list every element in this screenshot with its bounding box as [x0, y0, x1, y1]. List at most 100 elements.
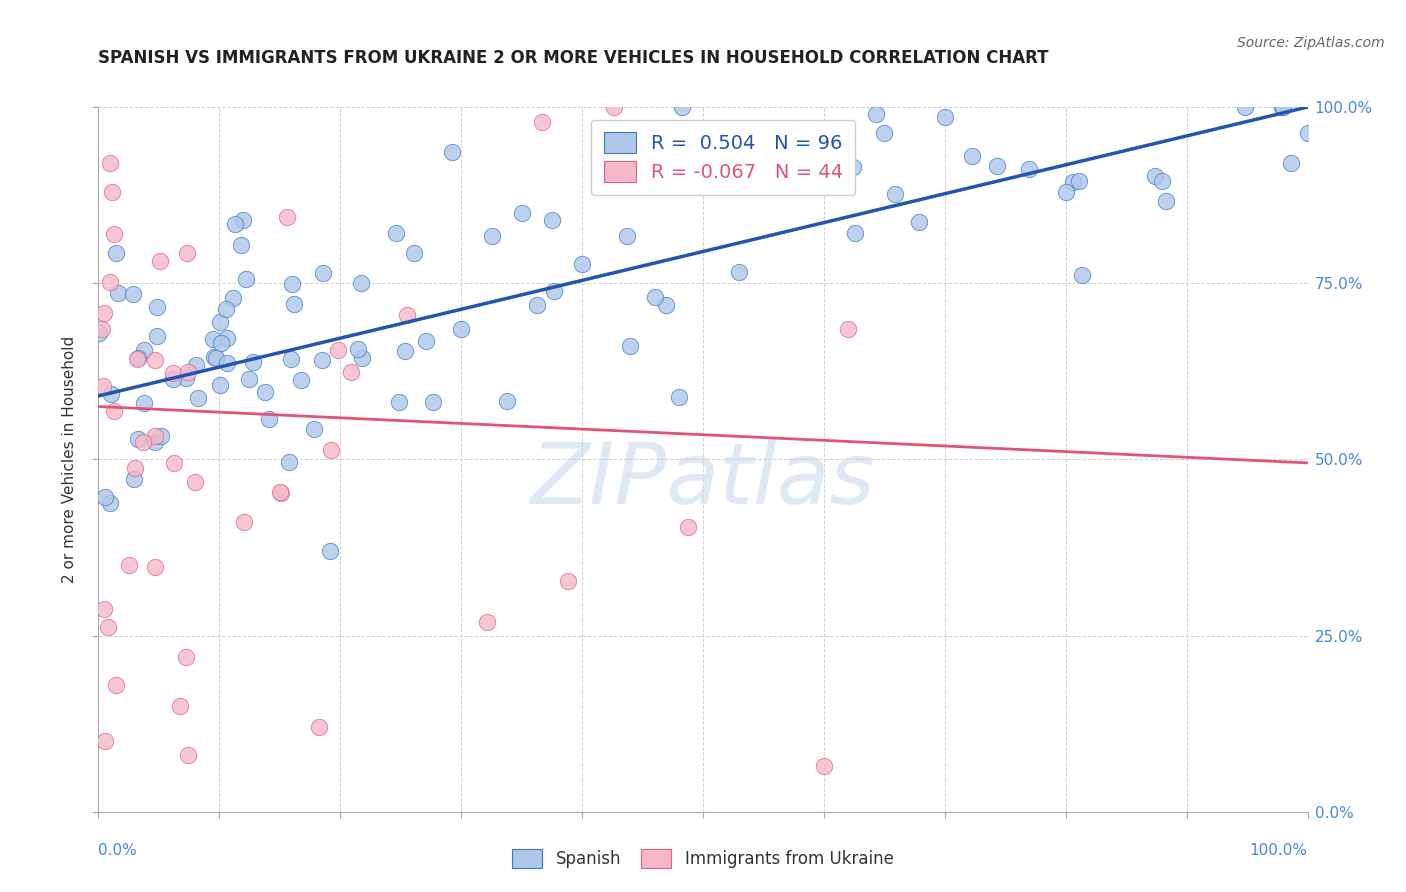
Point: [873, 126, 896, 140]
Point: [1070, 268, 1092, 283]
Point: [209, 315, 232, 329]
Point: [588, 145, 610, 160]
Legend: R =  0.504   N = 96, R = -0.067   N = 44: R = 0.504 N = 96, R = -0.067 N = 44: [591, 120, 855, 194]
Point: [415, 334, 437, 348]
Point: [302, 421, 325, 435]
Point: [232, 213, 254, 227]
Point: [865, 107, 887, 121]
Point: [655, 298, 678, 312]
Point: [124, 460, 146, 475]
Point: [217, 331, 239, 345]
Point: [103, 404, 125, 418]
Point: [101, 185, 124, 199]
Point: [883, 187, 905, 202]
Point: [422, 394, 444, 409]
Point: [143, 429, 166, 443]
Point: [184, 475, 207, 489]
Point: [124, 472, 146, 486]
Point: [257, 411, 280, 425]
Point: [94, 490, 117, 504]
Point: [510, 206, 533, 220]
Point: [1069, 174, 1091, 188]
Point: [103, 227, 125, 241]
Point: [396, 308, 419, 322]
Point: [143, 352, 166, 367]
Point: [253, 384, 276, 399]
Point: [235, 272, 257, 286]
Point: [1018, 161, 1040, 176]
Point: [308, 720, 330, 734]
Point: [107, 285, 129, 300]
Point: [450, 322, 472, 336]
Point: [276, 210, 298, 224]
Point: [242, 355, 264, 369]
Point: [174, 649, 197, 664]
Point: [495, 394, 517, 409]
Point: [163, 456, 186, 470]
Point: [385, 227, 408, 241]
Point: [402, 246, 425, 260]
Point: [162, 366, 184, 380]
Point: [105, 246, 128, 260]
Point: [205, 351, 228, 365]
Point: [1156, 194, 1178, 208]
Point: [842, 161, 865, 175]
Point: [541, 212, 564, 227]
Point: [204, 350, 226, 364]
Y-axis label: 2 or more Vehicles in Household: 2 or more Vehicles in Household: [62, 335, 77, 583]
Point: [145, 300, 167, 314]
Point: [960, 148, 983, 162]
Point: [671, 100, 693, 114]
Point: [127, 351, 149, 366]
Point: [209, 335, 232, 350]
Text: 100.0%: 100.0%: [1250, 843, 1308, 858]
Point: [441, 145, 464, 160]
Point: [269, 485, 291, 500]
Point: [312, 266, 335, 280]
Point: [1296, 126, 1319, 140]
Point: [319, 443, 342, 458]
Point: [1054, 185, 1077, 199]
Point: [283, 297, 305, 311]
Legend: Spanish, Immigrants from Ukraine: Spanish, Immigrants from Ukraine: [506, 842, 900, 875]
Point: [169, 699, 191, 714]
Point: [668, 390, 690, 404]
Point: [388, 394, 411, 409]
Point: [100, 386, 122, 401]
Point: [676, 520, 699, 534]
Point: [176, 371, 198, 385]
Point: [127, 432, 149, 446]
Point: [229, 238, 252, 252]
Point: [143, 434, 166, 449]
Point: [222, 291, 245, 305]
Point: [202, 332, 225, 346]
Point: [132, 343, 155, 357]
Point: [93, 602, 115, 616]
Point: [1152, 174, 1174, 188]
Point: [93, 306, 115, 320]
Point: [526, 298, 548, 312]
Point: [118, 558, 141, 573]
Point: [619, 339, 641, 353]
Point: [184, 358, 207, 372]
Point: [91, 379, 114, 393]
Point: [311, 352, 333, 367]
Point: [98, 276, 121, 290]
Point: [986, 159, 1008, 173]
Point: [728, 265, 751, 279]
Point: [1272, 100, 1295, 114]
Point: [97, 619, 120, 633]
Point: [87, 326, 110, 340]
Text: ZIPatlas: ZIPatlas: [531, 439, 875, 522]
Point: [176, 748, 198, 763]
Point: [143, 560, 166, 574]
Point: [799, 160, 821, 174]
Point: [145, 329, 167, 343]
Point: [394, 344, 416, 359]
Point: [531, 115, 554, 129]
Point: [105, 678, 128, 692]
Point: [908, 215, 931, 229]
Point: [215, 302, 238, 317]
Point: [934, 111, 956, 125]
Point: [208, 378, 231, 392]
